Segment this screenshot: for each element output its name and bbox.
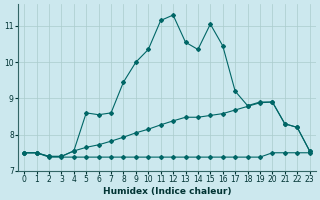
X-axis label: Humidex (Indice chaleur): Humidex (Indice chaleur) bbox=[103, 187, 231, 196]
